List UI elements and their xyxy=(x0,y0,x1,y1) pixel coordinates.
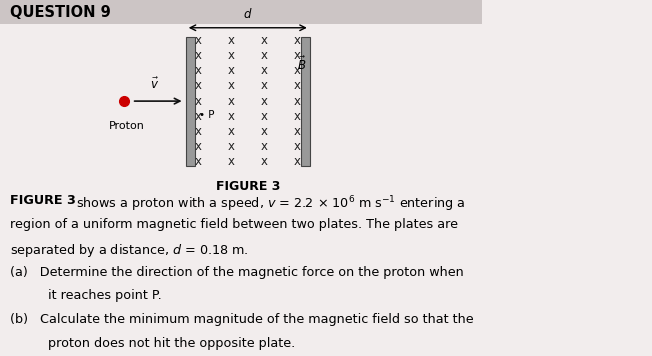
Text: • P: • P xyxy=(199,110,215,120)
Text: x: x xyxy=(294,95,301,108)
Bar xyxy=(0,0,482,24)
Text: x: x xyxy=(294,49,301,62)
Text: it reaches point P.: it reaches point P. xyxy=(48,289,161,303)
Text: x: x xyxy=(195,79,201,93)
Text: x: x xyxy=(195,95,201,108)
Text: x: x xyxy=(228,79,235,93)
Text: separated by a distance, $d$ = 0.18 m.: separated by a distance, $d$ = 0.18 m. xyxy=(10,242,248,259)
Text: $\vec{B}$: $\vec{B}$ xyxy=(297,56,306,73)
Text: x: x xyxy=(195,156,201,168)
Text: x: x xyxy=(195,125,201,138)
Text: x: x xyxy=(261,125,268,138)
Text: x: x xyxy=(228,64,235,77)
Text: x: x xyxy=(261,156,268,168)
Text: (a)   Determine the direction of the magnetic force on the proton when: (a) Determine the direction of the magne… xyxy=(10,266,464,279)
Text: x: x xyxy=(195,110,201,123)
Text: x: x xyxy=(228,34,235,47)
Text: x: x xyxy=(228,125,235,138)
Text: (b)   Calculate the minimum magnitude of the magnetic field so that the: (b) Calculate the minimum magnitude of t… xyxy=(10,313,473,326)
Text: $\vec{v}$: $\vec{v}$ xyxy=(151,77,159,92)
Text: FIGURE 3: FIGURE 3 xyxy=(10,194,76,207)
Text: x: x xyxy=(261,79,268,93)
Text: x: x xyxy=(261,110,268,123)
Text: x: x xyxy=(228,110,235,123)
Text: x: x xyxy=(261,49,268,62)
Text: proton does not hit the opposite plate.: proton does not hit the opposite plate. xyxy=(48,337,295,350)
Text: Proton: Proton xyxy=(109,121,145,131)
Text: x: x xyxy=(195,34,201,47)
Text: x: x xyxy=(294,156,301,168)
Text: x: x xyxy=(294,79,301,93)
Text: x: x xyxy=(294,140,301,153)
Text: x: x xyxy=(228,140,235,153)
Text: x: x xyxy=(261,34,268,47)
Text: QUESTION 9: QUESTION 9 xyxy=(10,5,111,20)
Text: region of a uniform magnetic field between two plates. The plates are: region of a uniform magnetic field betwe… xyxy=(10,218,458,231)
Text: x: x xyxy=(195,140,201,153)
Bar xyxy=(301,37,310,166)
Text: x: x xyxy=(195,64,201,77)
Text: x: x xyxy=(261,140,268,153)
Text: x: x xyxy=(195,49,201,62)
Text: x: x xyxy=(294,34,301,47)
Text: x: x xyxy=(294,64,301,77)
Text: FIGURE 3: FIGURE 3 xyxy=(216,180,280,193)
Text: x: x xyxy=(261,95,268,108)
Text: x: x xyxy=(228,156,235,168)
Text: x: x xyxy=(261,64,268,77)
Text: x: x xyxy=(294,125,301,138)
Text: x: x xyxy=(294,110,301,123)
Text: x: x xyxy=(228,95,235,108)
Text: $d$: $d$ xyxy=(243,7,252,21)
Text: x: x xyxy=(228,49,235,62)
Text: shows a proton with a speed, $v$ = 2.2 × 10$^6$ m s$^{-1}$ entering a: shows a proton with a speed, $v$ = 2.2 ×… xyxy=(76,194,466,214)
Bar xyxy=(186,37,195,166)
